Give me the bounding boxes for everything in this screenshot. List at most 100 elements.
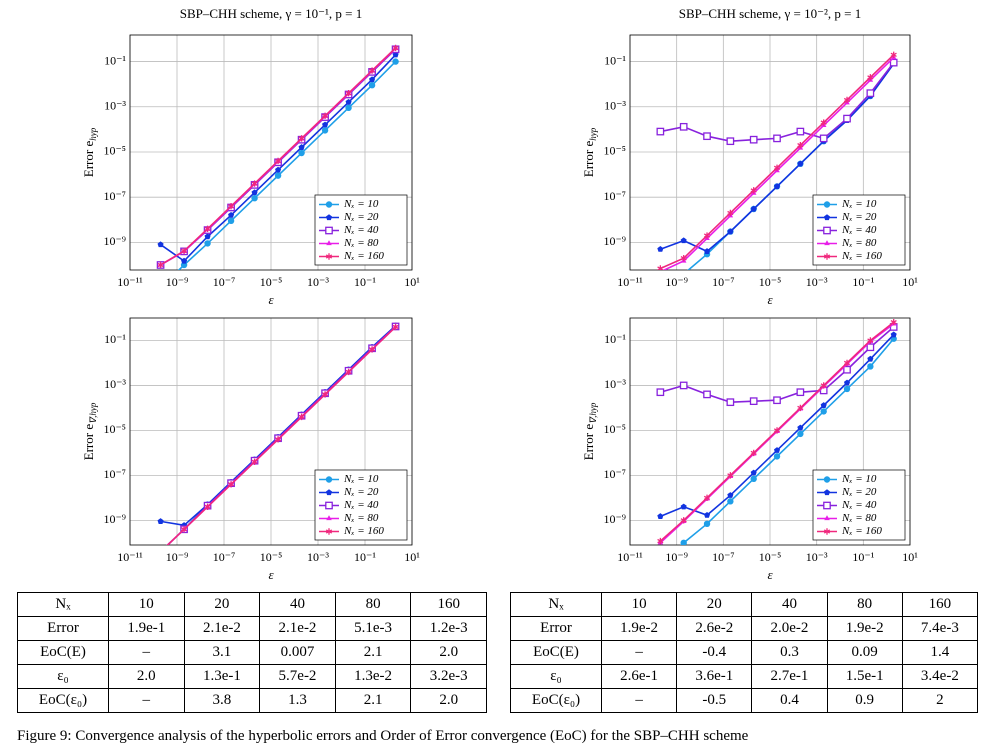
table-row: Nₓ 10 20 40 80 160: [17, 592, 487, 617]
table-row: ε₀ 2.0 1.3e-1 5.7e-2 1.3e-2 3.2e-3: [17, 664, 487, 689]
marker: [274, 436, 282, 443]
y-axis-label-sub: ∇,hyp: [88, 402, 98, 424]
y-tick-label: 10⁻⁹: [603, 234, 626, 248]
marker: [368, 82, 376, 89]
y-axis-label-sub: hyp: [588, 127, 598, 140]
marker: [680, 517, 687, 524]
marker: [275, 166, 282, 173]
marker: [889, 58, 898, 67]
marker: [321, 391, 329, 398]
row-header: EoC(E): [17, 640, 109, 665]
marker: [180, 247, 188, 255]
x-axis-label: ε: [268, 567, 274, 582]
marker: [657, 562, 663, 568]
marker: [656, 127, 665, 136]
x-tick-label: 10⁻⁵: [260, 550, 283, 564]
y-tick-label: 10⁻⁹: [103, 512, 126, 526]
plot-area: [656, 51, 898, 270]
x-tick-label: 10¹: [902, 275, 918, 289]
marker: [325, 226, 333, 235]
legend-label: Nₓ = 160: [841, 525, 882, 537]
y-tick-label: 10⁻³: [104, 99, 126, 113]
marker: [750, 475, 757, 483]
marker: [703, 232, 711, 239]
y-axis-label-main: Error e: [581, 424, 596, 461]
legend-label: Nₓ = 20: [841, 486, 877, 498]
legend-label: Nₓ = 20: [343, 211, 379, 223]
x-tick-label: 10⁻⁵: [260, 275, 283, 289]
marker: [773, 164, 781, 171]
marker: [727, 209, 734, 217]
x-tick-label: 10⁻⁷: [213, 275, 236, 289]
marker: [773, 134, 781, 143]
marker: [797, 424, 804, 431]
table-row: EoC(E) – -0.4 0.3 0.09 1.4: [510, 640, 979, 665]
marker: [325, 489, 333, 496]
legend-label: Nₓ = 10: [841, 473, 877, 485]
marker: [325, 528, 333, 535]
marker: [679, 381, 688, 390]
marker: [368, 346, 376, 353]
table-cell: 1.3e-2: [334, 664, 412, 689]
marker: [326, 240, 332, 246]
table-cell: 160: [410, 592, 487, 617]
legend-label: Nₓ = 160: [343, 250, 384, 262]
legend-label: Nₓ = 40: [343, 224, 379, 236]
marker: [797, 404, 804, 412]
table: Nₓ 10 20 40 80 160 Error 1.9e-1 2.1e-2 2.1e-2 5.1e…: [17, 592, 487, 713]
marker: [680, 254, 687, 262]
x-tick-label: 10⁻¹: [852, 550, 874, 564]
y-tick-label: 10⁻³: [604, 99, 626, 113]
table-cell: 40: [259, 592, 336, 617]
table-cell: 10: [108, 592, 185, 617]
table-cell: -0.4: [676, 640, 753, 665]
marker: [867, 363, 874, 370]
marker: [866, 343, 875, 352]
y-tick-label: 10⁻⁵: [103, 422, 126, 436]
marker: [325, 253, 333, 260]
marker: [680, 503, 687, 510]
marker: [867, 337, 874, 344]
series-line: [660, 62, 895, 143]
x-tick-label: 10⁻¹¹: [617, 550, 643, 564]
row-header: Error: [510, 616, 602, 641]
marker: [890, 51, 897, 58]
marker: [392, 58, 399, 65]
marker: [703, 132, 711, 141]
marker: [227, 217, 235, 225]
marker: [703, 511, 711, 518]
marker: [656, 388, 665, 397]
x-axis-label: ε: [268, 292, 274, 307]
x-tick-label: 10¹: [404, 550, 420, 564]
marker: [251, 180, 258, 187]
x-tick-label: 10⁻⁵: [759, 275, 782, 289]
table-cell: 7.4e-3: [901, 616, 979, 641]
marker: [750, 187, 757, 194]
x-tick-label: 10⁻⁹: [665, 275, 688, 289]
marker: [251, 189, 258, 196]
marker: [749, 397, 758, 406]
legend-label: Nₓ = 160: [841, 250, 882, 262]
marker: [204, 240, 211, 247]
marker: [204, 225, 211, 232]
marker: [823, 253, 831, 260]
table-cell: –: [600, 640, 678, 665]
marker: [820, 402, 827, 408]
marker: [298, 144, 305, 150]
row-header: Nₓ: [510, 592, 602, 617]
table: Nₓ 10 20 40 80 160 Error 1.9e-2 2.6e-2 2.0e-2 1.9e…: [510, 592, 979, 713]
legend-label: Nₓ = 80: [343, 512, 379, 524]
marker: [823, 214, 831, 221]
marker: [823, 489, 831, 496]
chart-title: SBP–CHH scheme, γ = 10⁻², p = 1: [679, 6, 861, 21]
marker: [325, 476, 333, 483]
marker: [823, 501, 831, 510]
y-axis-label-sub: hyp: [88, 127, 98, 140]
table-cell: 3.6e-1: [676, 664, 753, 689]
marker: [773, 453, 781, 460]
row-header: EoC(E): [510, 640, 602, 665]
table-cell: 2.1e-2: [259, 616, 336, 641]
legend-label: Nₓ = 40: [841, 224, 877, 236]
y-axis-label: Error e∇,hyp: [81, 402, 98, 460]
marker: [726, 398, 735, 407]
